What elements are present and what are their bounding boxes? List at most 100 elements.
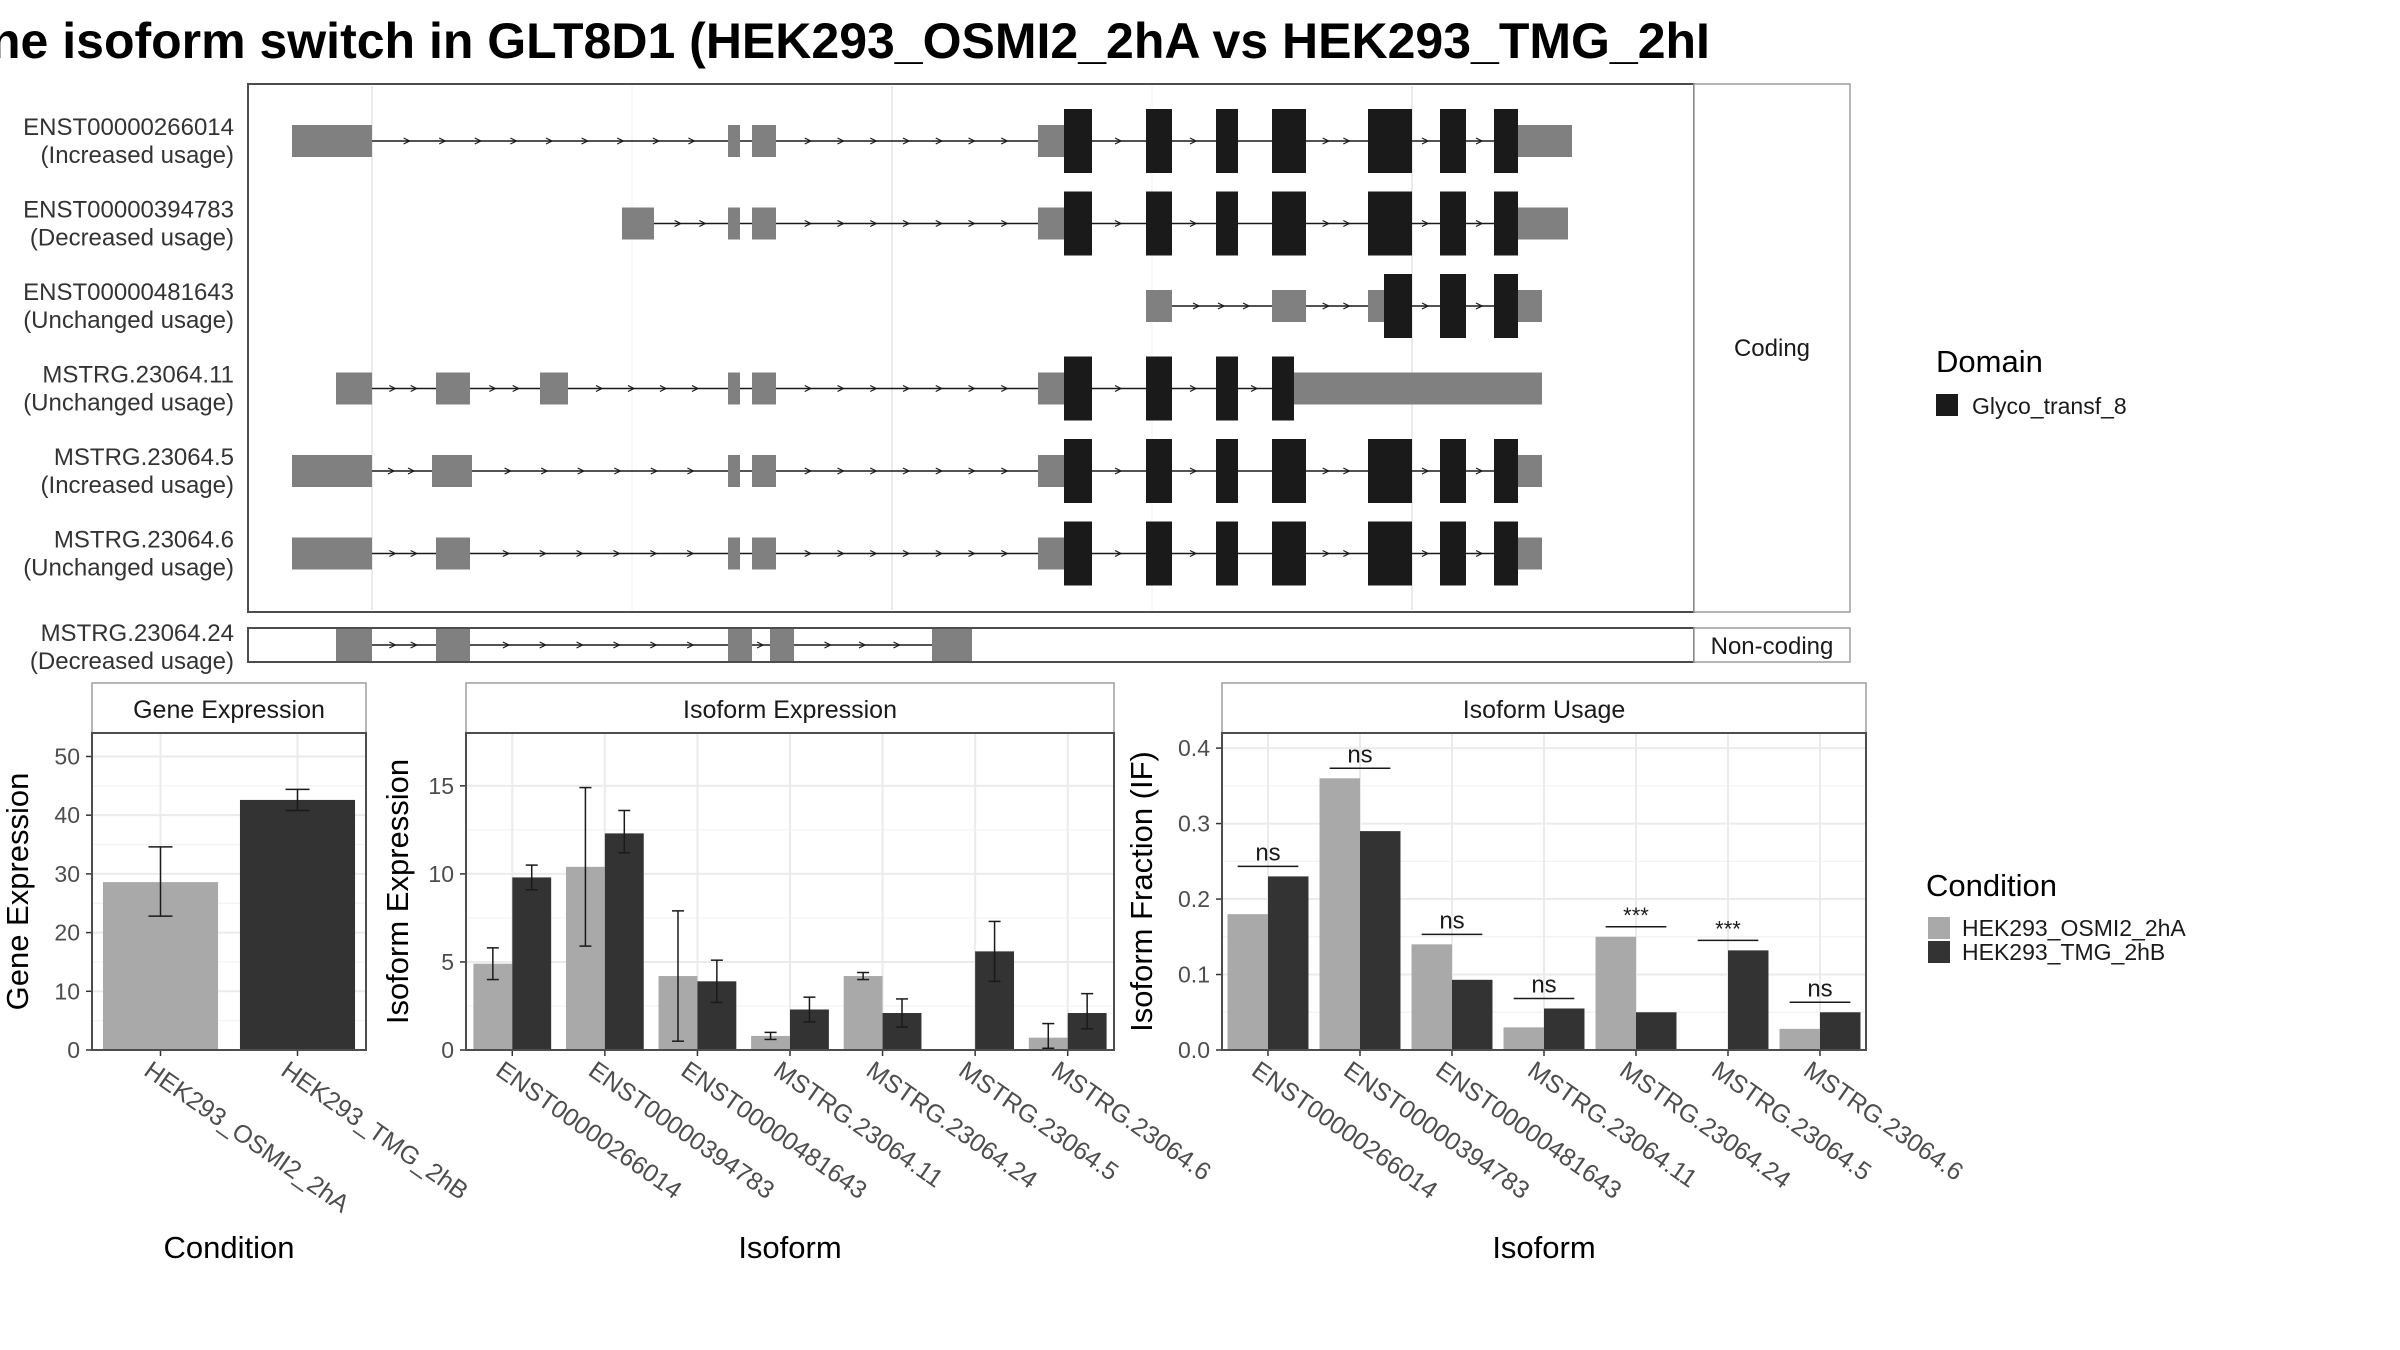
intron-arrow xyxy=(688,137,696,145)
intron-arrow xyxy=(616,137,625,145)
intron-arrow xyxy=(935,467,944,475)
isoform-expression-panel: Isoform Expression051015ENST00000266014E… xyxy=(380,682,1216,1265)
intron-arrow xyxy=(1421,467,1430,475)
domain-exon xyxy=(1440,274,1466,338)
intron-arrow xyxy=(1343,467,1351,475)
y-tick-label: 0.1 xyxy=(1178,962,1210,988)
bar xyxy=(1268,876,1309,1050)
transcript-usage-label: (Increased usage) xyxy=(41,472,234,499)
y-tick-label: 0.4 xyxy=(1178,735,1210,761)
intron-arrow xyxy=(387,467,396,475)
panel-strip xyxy=(1221,682,1867,734)
bar xyxy=(1319,778,1360,1050)
utr-exon xyxy=(752,207,776,240)
domain-exon xyxy=(1368,191,1412,256)
y-tick-label: 40 xyxy=(54,802,80,828)
intron-arrow xyxy=(869,549,878,558)
intron-arrow xyxy=(504,467,512,475)
utr-exon xyxy=(1518,290,1542,322)
condition-legend-key-b xyxy=(1928,941,1950,963)
intron-arrow xyxy=(474,137,483,145)
intron-arrow xyxy=(1475,219,1484,228)
utr-exon xyxy=(1518,125,1572,157)
utr-exon xyxy=(292,537,372,570)
intron-arrow xyxy=(1189,219,1198,228)
transcript-id-label: MSTRG.23064.5 xyxy=(54,444,234,471)
bar xyxy=(1452,979,1493,1050)
utr-exon xyxy=(1038,537,1064,570)
significance-label: ns xyxy=(1347,741,1372,768)
intron-arrow xyxy=(1217,302,1226,310)
intron-arrow xyxy=(650,641,658,649)
domain-exon xyxy=(1494,191,1518,256)
condition-legend: Condition HEK293_OSMI2_2hA HEK293_TMG_2h… xyxy=(1926,868,2186,965)
transcript-row: MSTRG.23064.5(Increased usage) xyxy=(41,439,1542,503)
noncoding-strip xyxy=(1693,627,1851,663)
intron-arrow xyxy=(935,137,944,145)
intron-arrow xyxy=(1000,219,1009,228)
transcript-usage-label: (Increased usage) xyxy=(41,142,234,169)
intron-arrow xyxy=(512,384,521,393)
x-tick-label: MSTRG.23064.24 xyxy=(861,1056,1042,1195)
condition-legend-key-a xyxy=(1928,917,1950,939)
intron-arrow xyxy=(595,384,604,393)
transcript-id-label: ENST00000481643 xyxy=(23,279,234,306)
intron-arrow xyxy=(1421,302,1430,310)
y-tick-label: 30 xyxy=(54,861,80,887)
intron-arrow xyxy=(1343,302,1351,310)
y-tick-label: 0 xyxy=(67,1037,80,1063)
domain-exon xyxy=(1146,356,1172,421)
intron-arrow xyxy=(902,467,911,475)
domain-exon xyxy=(1272,521,1306,586)
transcript-id-label: ENST00000266014 xyxy=(23,114,234,141)
domain-exon xyxy=(1384,274,1412,338)
intron-arrow xyxy=(1242,302,1251,310)
panel-strip xyxy=(91,682,367,734)
intron-arrow xyxy=(1114,549,1123,558)
domain-exon xyxy=(1216,109,1238,173)
y-axis-title: Isoform Expression xyxy=(380,759,415,1024)
intron-arrow xyxy=(858,641,867,649)
utr-exon xyxy=(1294,372,1542,405)
intron-arrow xyxy=(650,467,659,475)
domain-exon xyxy=(1440,439,1466,503)
intron-arrow xyxy=(489,384,497,393)
panel-border xyxy=(1221,732,1867,1051)
intron-arrow xyxy=(691,384,700,393)
y-tick-label: 0.2 xyxy=(1178,886,1210,912)
intron-arrow xyxy=(824,641,832,649)
y-tick-label: 50 xyxy=(54,743,80,769)
x-axis-title: Condition xyxy=(164,1230,295,1265)
intron-arrow xyxy=(1189,384,1198,393)
domain-exon xyxy=(1146,191,1172,256)
isoform-usage-panel: Isoform Usage 0.0 0.1 0.2 0.3 0.4 ns ns ns ns *** *… xyxy=(1124,682,1968,1265)
y-tick-label: 0.0 xyxy=(1178,1037,1210,1063)
domain-exon xyxy=(1272,109,1306,173)
intron-arrow xyxy=(539,641,548,649)
domain-exon xyxy=(1216,191,1238,256)
intron-arrow xyxy=(410,641,419,649)
bar xyxy=(751,1035,790,1050)
intron-arrow xyxy=(1250,384,1259,393)
intron-arrow xyxy=(935,219,944,228)
intron-arrow xyxy=(869,137,878,145)
bar xyxy=(1636,1012,1677,1050)
utr-exon xyxy=(770,629,794,661)
utr-exon xyxy=(752,125,776,157)
intron-arrow xyxy=(902,137,911,145)
intron-arrow xyxy=(1343,219,1351,228)
bar xyxy=(1728,950,1769,1050)
intron-arrow xyxy=(577,467,586,475)
domain-exon xyxy=(1368,521,1412,586)
bar xyxy=(1360,831,1401,1050)
significance-label: ns xyxy=(1255,839,1280,866)
utr-exon xyxy=(728,125,740,157)
domain-exon xyxy=(1494,274,1518,338)
transcript-row: ENST00000394783(Decreased usage) xyxy=(23,191,1568,256)
intron-arrow xyxy=(1421,219,1430,228)
panel-strip-title: Gene Expression xyxy=(133,696,325,724)
intron-arrow xyxy=(1322,549,1331,558)
utr-exon xyxy=(1518,537,1542,570)
transcript-id-label: MSTRG.23064.24 xyxy=(41,620,234,647)
bar xyxy=(604,833,644,1050)
